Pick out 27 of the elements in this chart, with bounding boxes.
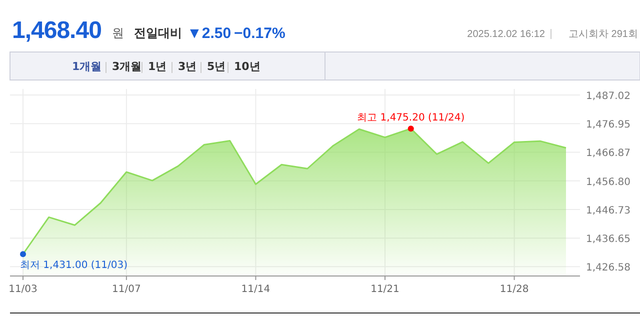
- text: 3년: [178, 60, 197, 73]
- y-tick-label: 1,446.73: [586, 205, 631, 216]
- y-tick-label: 1,487.02: [586, 91, 631, 102]
- x-tick-label: 11/14: [241, 284, 270, 295]
- text: 1년: [148, 60, 167, 73]
- text: 10년: [234, 60, 260, 73]
- text: 고시회차 291회: [568, 29, 638, 40]
- text: 2025.12.02 16:12: [467, 29, 546, 40]
- x-tick-label: 11/03: [8, 284, 38, 295]
- annotation: 최고 1,475.20 (11/24): [357, 112, 465, 124]
- text: ▼2.50: [187, 25, 232, 42]
- chart-title: 1,468.40: [12, 17, 102, 44]
- text: 전일대비: [134, 26, 182, 40]
- y-tick-label: 1,466.87: [586, 148, 631, 160]
- x-tick-label: 11/21: [370, 284, 400, 295]
- annotation: 최저 1,431.00 (11/03): [20, 260, 128, 272]
- y-tick-label: 1,476.95: [586, 120, 631, 131]
- text: 1개월: [72, 60, 102, 73]
- x-tick-label: 11/28: [500, 284, 529, 295]
- x-tick-label: 11/07: [112, 284, 141, 295]
- text: 3개월: [112, 60, 142, 73]
- text: −0.17%: [234, 25, 286, 42]
- y-tick-label: 1,456.80: [586, 176, 631, 188]
- text: 5년: [207, 60, 226, 73]
- text: 원: [112, 26, 124, 40]
- y-tick-label: 1,436.65: [586, 234, 631, 246]
- y-tick-label: 1,426.58: [586, 262, 631, 274]
